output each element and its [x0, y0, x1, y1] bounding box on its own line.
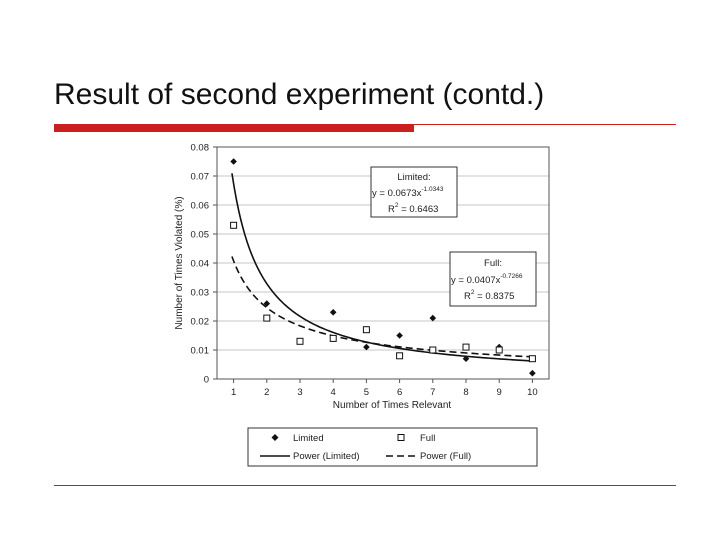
chart-svg: 0 0.01 0.02 0.03 0.04 0.05 0.06 0.07 0.08 1 2 3 4 5 6…	[160, 135, 563, 478]
x-tick-label: 7	[430, 387, 435, 398]
full-point	[230, 221, 238, 229]
title-underline-line	[414, 124, 676, 125]
y-tick-label: 0.03	[191, 288, 210, 299]
limited-equation-box: Limited: y = 0.0673x-1.0343 R2 = 0.6463	[370, 166, 458, 218]
limited-box-eq-exp: -1.0343	[421, 186, 443, 193]
power-full-trend-line	[231, 256, 535, 358]
full-box-r2: R2 = 0.8375	[464, 289, 514, 302]
trend-lines	[231, 173, 535, 362]
x-tick-label: 2	[264, 387, 269, 398]
full-point	[263, 314, 271, 322]
legend-entry-limited: Limited	[271, 433, 324, 444]
full-point	[429, 346, 437, 354]
y-tick-label: 0.06	[191, 201, 210, 212]
y-axis-ticks: 0 0.01 0.02 0.03 0.04 0.05 0.06 0.07 0.08	[191, 143, 217, 386]
limited-point	[462, 355, 470, 362]
limited-box-r-val: = 0.6463	[399, 204, 439, 215]
y-tick-label: 0.01	[191, 346, 210, 357]
x-tick-label: 5	[364, 387, 369, 398]
limited-point	[363, 343, 370, 351]
x-tick-label: 1	[231, 387, 236, 398]
full-box-title: Full:	[484, 258, 502, 269]
full-point	[329, 334, 337, 342]
x-tick-label: 3	[297, 387, 302, 398]
legend-square-icon	[397, 434, 405, 441]
legend-diamond-icon	[271, 434, 279, 441]
legend-label-full: Full	[420, 433, 435, 444]
legend-label-power-full: Power (Full)	[420, 451, 471, 462]
limited-box-equation: y = 0.0673x-1.0343	[372, 186, 444, 199]
full-point	[362, 326, 370, 334]
full-point	[495, 346, 503, 354]
limited-box-r-exp: 2	[395, 202, 399, 209]
y-tick-label: 0.07	[191, 172, 210, 183]
limited-point	[429, 314, 437, 322]
limited-box-r2: R2 = 0.6463	[388, 202, 438, 215]
x-axis-label: Number of Times Relevant	[333, 400, 452, 411]
power-limited-trend-line	[231, 173, 535, 362]
x-tick-label: 8	[463, 387, 468, 398]
limited-box-title: Limited:	[397, 172, 430, 183]
y-tick-label: 0.08	[191, 143, 210, 154]
footer-rule	[54, 485, 676, 486]
full-point	[396, 352, 404, 360]
data-points	[230, 158, 536, 377]
legend-entry-full: Full	[397, 433, 435, 444]
x-tick-label: 9	[497, 387, 502, 398]
full-point	[296, 337, 304, 345]
x-tick-label: 10	[527, 387, 538, 398]
full-box-equation: y = 0.0407x-0.7266	[451, 273, 523, 286]
full-box-r-val: = 0.8375	[475, 291, 515, 302]
full-box-r: R	[464, 291, 471, 302]
full-box-r-exp: 2	[471, 289, 475, 296]
limited-point	[529, 369, 536, 377]
x-tick-label: 4	[331, 387, 336, 398]
legend-frame	[247, 427, 538, 467]
limited-point	[396, 332, 403, 339]
legend: Limited Full Power (Limited) Power (Full…	[247, 427, 538, 467]
slide-title: Result of second experiment (contd.)	[54, 78, 545, 111]
limited-box-eq-base: y = 0.0673x	[372, 188, 422, 199]
legend-entry-power-full: Power (Full)	[386, 451, 471, 462]
full-box-eq-exp: -0.7266	[500, 273, 522, 280]
y-tick-label: 0.02	[191, 317, 210, 328]
legend-label-power-limited: Power (Limited)	[293, 451, 360, 462]
y-axis-label: Number of Times Violated (%)	[174, 196, 185, 329]
x-axis-ticks: 1 2 3 4 5 6 7 8 9 10	[231, 379, 538, 398]
y-tick-label: 0.05	[191, 230, 210, 241]
limited-point	[329, 309, 337, 316]
legend-entry-power-limited: Power (Limited)	[260, 451, 360, 462]
full-box-eq-base: y = 0.0407x	[451, 275, 501, 286]
chart-figure: 0 0.01 0.02 0.03 0.04 0.05 0.06 0.07 0.08 1 2 3 4 5 6…	[160, 135, 563, 478]
limited-point	[230, 158, 237, 165]
legend-label-limited: Limited	[293, 433, 324, 444]
title-underline-bar	[54, 124, 414, 132]
limited-box-r: R	[388, 204, 395, 215]
y-tick-label: 0	[204, 375, 209, 386]
full-equation-box: Full: y = 0.0407x-0.7266 R2 = 0.8375	[449, 251, 537, 307]
full-point	[528, 355, 536, 363]
y-tick-label: 0.04	[191, 259, 210, 270]
full-point	[462, 343, 470, 351]
x-tick-label: 6	[397, 387, 402, 398]
